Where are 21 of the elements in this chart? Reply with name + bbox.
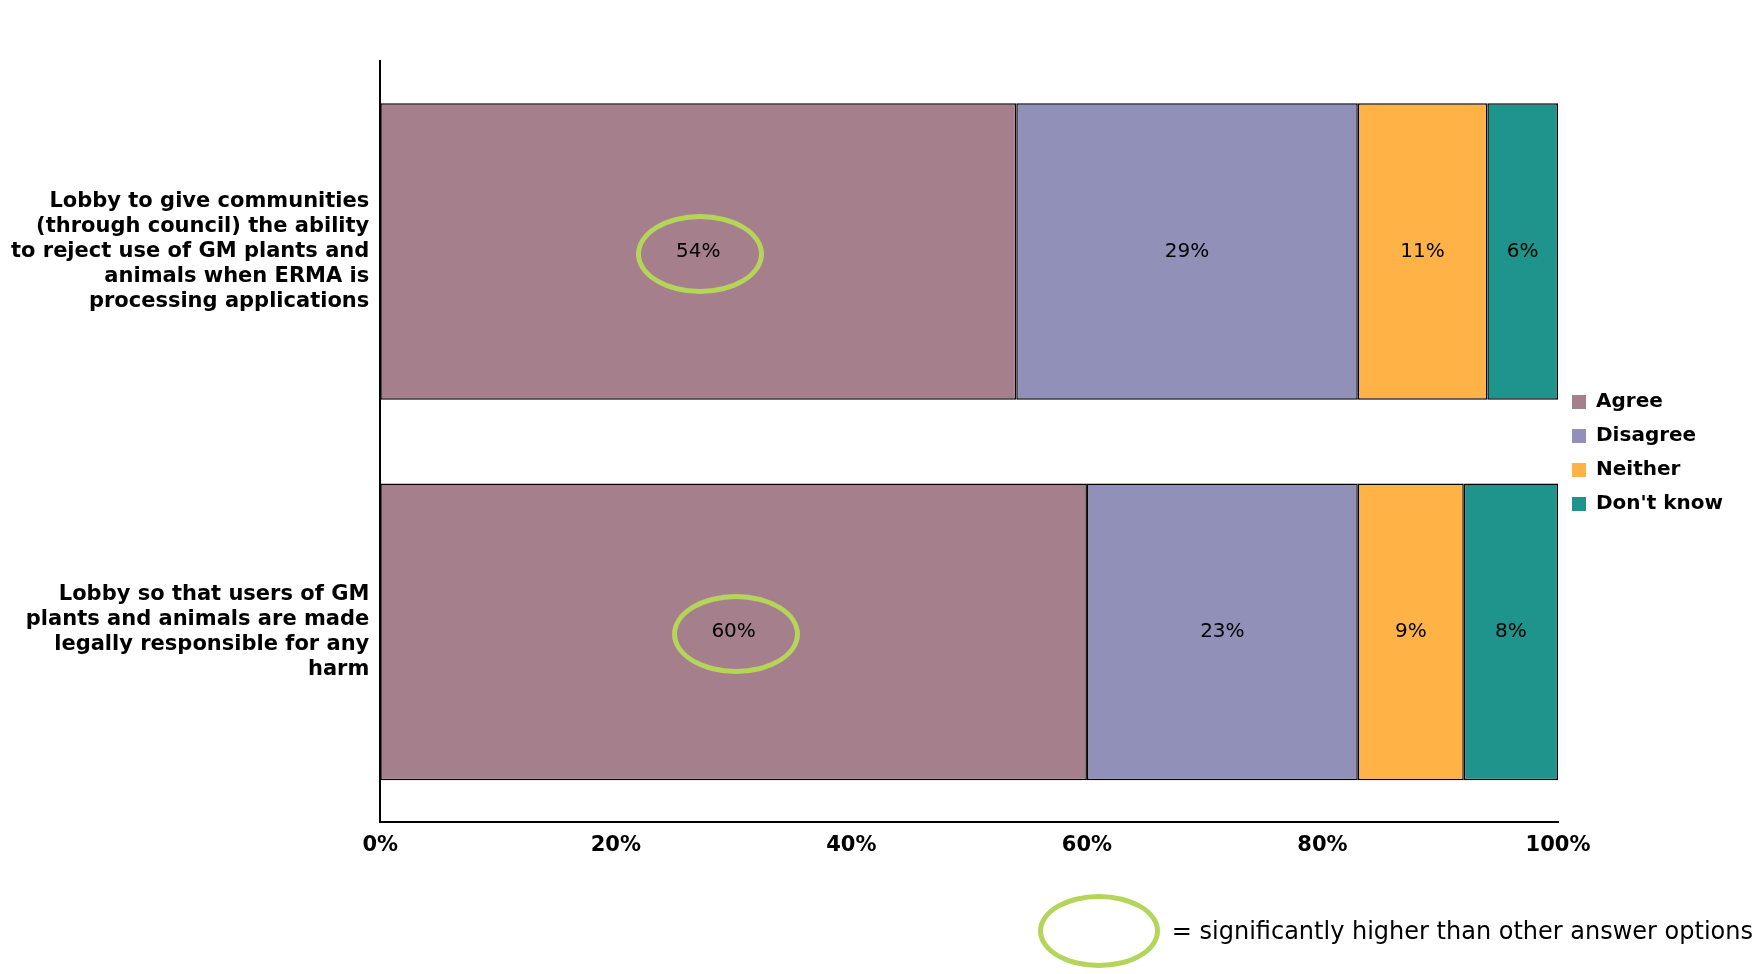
x-tick-label: 100% bbox=[1525, 832, 1591, 857]
data-label: 29% bbox=[1164, 237, 1210, 262]
x-tick-label: 20% bbox=[590, 832, 641, 857]
data-label: 11% bbox=[1400, 237, 1445, 262]
data-label: 8% bbox=[1495, 618, 1527, 643]
data-label: 6% bbox=[1506, 237, 1539, 262]
legend-label: Neither bbox=[1596, 456, 1681, 481]
data-label: 23% bbox=[1200, 618, 1245, 643]
legend-label: Agree bbox=[1596, 388, 1663, 413]
x-tick-label: 80% bbox=[1297, 832, 1348, 857]
data-label: 54% bbox=[676, 237, 721, 262]
x-tick-label: 0% bbox=[362, 832, 399, 857]
y-tick-label: Lobby so that users of GM plants and animals are made legally responsible for any harm bbox=[25, 580, 370, 681]
y-tick-label: Lobby to give communities (through council) the ability to reject use of GM plants and animals when ERMA is processing applications bbox=[11, 187, 370, 313]
legend-label: Don't know bbox=[1596, 490, 1723, 515]
legend-label: Disagree bbox=[1596, 422, 1697, 447]
x-tick-label: 60% bbox=[1061, 832, 1113, 857]
text: = significantly higher than other answer options bbox=[1171, 917, 1753, 945]
data-label: 9% bbox=[1394, 618, 1427, 643]
x-tick-label: 40% bbox=[826, 832, 877, 857]
data-label: 60% bbox=[711, 618, 756, 643]
